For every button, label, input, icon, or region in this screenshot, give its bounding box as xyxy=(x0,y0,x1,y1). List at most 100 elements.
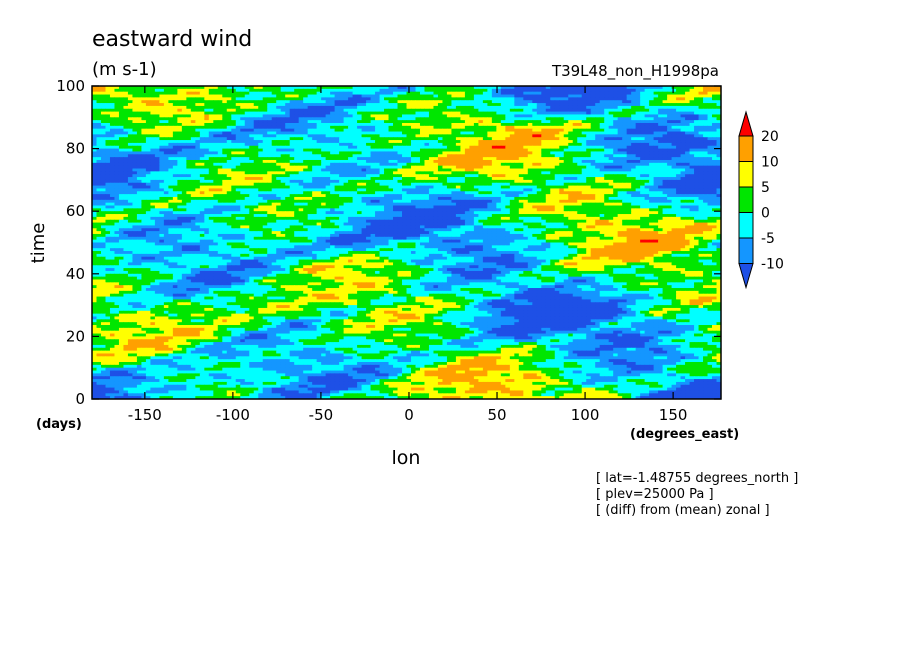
heatmap-cell xyxy=(190,91,196,96)
heatmap-cell xyxy=(231,108,237,113)
heatmap-cell xyxy=(352,165,358,170)
heatmap-cell xyxy=(491,154,497,158)
heatmap-cell xyxy=(631,86,637,90)
heatmap-cell xyxy=(163,125,169,130)
heatmap-cell xyxy=(217,137,223,141)
heatmap-cell xyxy=(491,91,497,96)
heatmap-cell xyxy=(132,120,138,124)
heatmap-cell xyxy=(141,108,147,113)
heatmap-cell xyxy=(172,174,178,178)
heatmap-cell xyxy=(123,128,129,133)
heatmap-cell xyxy=(680,103,686,107)
heatmap-cell xyxy=(249,100,255,104)
heatmap-cell xyxy=(680,105,686,110)
heatmap-cell xyxy=(676,94,682,98)
heatmap-cell xyxy=(226,165,232,170)
heatmap-cell xyxy=(680,137,686,141)
heatmap-cell xyxy=(100,137,106,141)
heatmap-cell xyxy=(433,148,439,152)
heatmap-cell xyxy=(662,165,668,170)
heatmap-cell xyxy=(127,159,133,164)
heatmap-cell xyxy=(118,131,124,135)
heatmap-cell xyxy=(244,86,250,90)
heatmap-cell xyxy=(419,145,425,150)
heatmap-cell xyxy=(96,88,102,93)
heatmap-cell xyxy=(586,120,592,124)
heatmap-cell xyxy=(509,179,515,184)
heatmap-cell xyxy=(631,182,637,187)
heatmap-cell xyxy=(554,103,560,107)
heatmap-cell xyxy=(622,162,628,167)
heatmap-cell xyxy=(446,165,452,170)
heatmap-cell xyxy=(96,97,102,101)
heatmap-cell xyxy=(357,120,363,124)
heatmap-cell xyxy=(622,117,628,121)
heatmap-cell xyxy=(451,86,457,90)
heatmap-cell xyxy=(577,151,583,155)
heatmap-cell xyxy=(249,97,255,101)
heatmap-cell xyxy=(689,108,695,113)
heatmap-cell xyxy=(334,105,340,110)
heatmap-cell xyxy=(676,114,682,118)
heatmap-cell xyxy=(509,171,515,175)
heatmap-cell xyxy=(208,100,214,104)
heatmap-cell xyxy=(518,168,524,172)
heatmap-cell xyxy=(676,151,682,155)
heatmap-cell xyxy=(92,142,97,147)
heatmap-cell xyxy=(92,122,97,127)
heatmap-cell xyxy=(676,88,682,93)
heatmap-cell xyxy=(397,171,403,175)
heatmap-cell xyxy=(190,111,196,115)
heatmap-cell xyxy=(366,140,372,144)
heatmap-cell xyxy=(181,145,187,150)
heatmap-cell xyxy=(505,97,511,101)
heatmap-cell xyxy=(559,148,565,152)
heatmap-cell xyxy=(667,117,673,121)
heatmap-cell xyxy=(231,100,237,104)
heatmap-cell xyxy=(271,145,277,150)
heatmap-cell xyxy=(608,137,614,141)
heatmap-cell xyxy=(451,177,457,181)
heatmap-cell xyxy=(577,137,583,141)
heatmap-cell xyxy=(626,140,632,144)
heatmap-cell xyxy=(226,134,232,138)
heatmap-cell xyxy=(473,154,479,158)
heatmap-cell xyxy=(289,128,295,133)
heatmap-cell xyxy=(667,103,673,107)
heatmap-cell xyxy=(159,88,165,93)
heatmap-cell xyxy=(159,105,165,110)
heatmap-cell xyxy=(428,114,434,118)
heatmap-cell xyxy=(312,134,318,138)
heatmap-cell xyxy=(658,142,664,147)
heatmap-cell xyxy=(217,117,223,121)
heatmap-cell xyxy=(303,159,309,164)
heatmap-cell xyxy=(132,145,138,150)
heatmap-cell xyxy=(464,111,470,115)
heatmap-cell xyxy=(406,94,412,98)
heatmap-cell xyxy=(581,137,587,141)
heatmap-cell xyxy=(298,157,304,161)
heatmap-cell xyxy=(662,108,668,113)
heatmap-cell xyxy=(334,111,340,115)
heatmap-cell xyxy=(294,88,300,93)
heatmap-cell xyxy=(707,91,713,96)
heatmap-cell xyxy=(262,122,268,127)
heatmap-cell xyxy=(168,134,174,138)
heatmap-cell xyxy=(375,103,381,107)
heatmap-cell xyxy=(132,103,138,107)
heatmap-cell xyxy=(707,134,713,138)
heatmap-cell xyxy=(384,128,390,133)
heatmap-cell xyxy=(455,128,461,133)
heatmap-cell xyxy=(92,182,97,187)
heatmap-cell xyxy=(428,134,434,138)
heatmap-cell xyxy=(419,168,425,172)
heatmap-cell xyxy=(424,117,430,121)
heatmap-cell xyxy=(213,122,219,127)
heatmap-cell xyxy=(123,182,129,187)
heatmap-cell xyxy=(635,117,641,121)
heatmap-cell xyxy=(190,182,196,187)
heatmap-cell xyxy=(249,185,255,189)
heatmap-cell xyxy=(424,174,430,178)
heatmap-cell xyxy=(703,165,709,170)
heatmap-cell xyxy=(271,103,277,107)
